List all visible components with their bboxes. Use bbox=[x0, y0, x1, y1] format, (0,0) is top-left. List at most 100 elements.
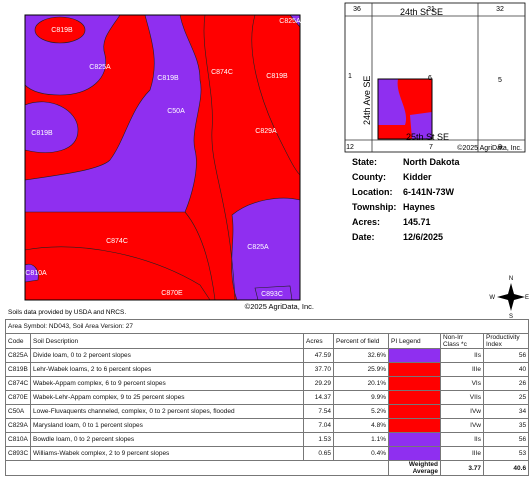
cell bbox=[5, 460, 389, 476]
cell: C870E bbox=[5, 390, 31, 405]
cell: 0.65 bbox=[303, 446, 334, 461]
map-label: C825A bbox=[89, 64, 111, 71]
cell: VIs bbox=[440, 376, 484, 391]
cell: Bowdle loam, 0 to 2 percent slopes bbox=[30, 432, 304, 447]
cell: 1.1% bbox=[333, 432, 389, 447]
map-label: C893C bbox=[261, 291, 283, 298]
cell: C893C bbox=[5, 446, 31, 461]
cell: 0.4% bbox=[333, 446, 389, 461]
cell: Williams-Wabek complex, 2 to 9 percent s… bbox=[30, 446, 304, 461]
footer-value: 3.77 bbox=[440, 460, 484, 476]
cell: Wabek-Lehr-Appam complex, 9 to 25 percen… bbox=[30, 390, 304, 405]
soil-row: C819B Lehr-Wabek loams, 2 to 6 percent sl… bbox=[5, 362, 530, 377]
map-panel: C825A C819B C825A C819B C874C C819B C50A C829A C… bbox=[8, 2, 529, 318]
column-header: Code bbox=[5, 333, 31, 349]
compass-letter: W bbox=[489, 295, 495, 301]
pi-legend bbox=[388, 362, 441, 377]
cell: 53 bbox=[482, 446, 530, 461]
pi-legend bbox=[388, 446, 441, 461]
cell: Marysland loam, 0 to 1 percent slopes bbox=[30, 418, 304, 433]
map-label: C819B bbox=[157, 75, 179, 82]
soil-row: C825A Divide loam, 0 to 2 percent slopes 4… bbox=[5, 348, 530, 363]
cell: Lowe-Fluvaquents channeled, complex, 0 t… bbox=[30, 404, 304, 419]
table-header: Code Soil Description Acres Percent of fiel… bbox=[5, 333, 530, 349]
area-symbol: Area Symbol: ND043, Soil Area Version: 2… bbox=[4, 319, 530, 334]
cell: 9.9% bbox=[333, 390, 389, 405]
info-value: 6-141N-73W bbox=[403, 187, 455, 197]
section-number: 8 bbox=[498, 144, 502, 151]
map-label: C819B bbox=[51, 27, 73, 34]
section-number: 32 bbox=[496, 6, 504, 13]
soil-polygon bbox=[34, 16, 86, 44]
inset-section-lines bbox=[345, 3, 525, 152]
info-label: Township: bbox=[352, 202, 396, 212]
cell: IIIe bbox=[440, 362, 484, 377]
cell: C810A bbox=[5, 432, 31, 447]
cell: IIs bbox=[440, 348, 484, 363]
cell: 32.6% bbox=[333, 348, 389, 363]
info-value: Kidder bbox=[403, 172, 432, 182]
soil-table: Area Symbol: ND043, Soil Area Version: 2… bbox=[4, 319, 530, 476]
cell: 35 bbox=[482, 418, 530, 433]
info-label: Acres: bbox=[352, 217, 380, 227]
cell: C874C bbox=[5, 376, 31, 391]
cell: 47.59 bbox=[303, 348, 334, 363]
pi-legend bbox=[388, 432, 441, 447]
road-label: 24th St SE bbox=[400, 7, 443, 17]
column-header: Non-Irr Class *c bbox=[440, 333, 484, 349]
cell: 29.29 bbox=[303, 376, 334, 391]
inset-thumbnail-purple bbox=[378, 79, 432, 139]
section-number: 12 bbox=[346, 144, 354, 151]
map-label: C870E bbox=[161, 290, 183, 297]
column-header: Acres bbox=[303, 333, 334, 349]
map-copyright: ©2025 AgriData, Inc. bbox=[245, 302, 314, 311]
table-area-row: Area Symbol: ND043, Soil Area Version: 2… bbox=[4, 319, 530, 334]
cell: 7.04 bbox=[303, 418, 334, 433]
pi-legend bbox=[388, 404, 441, 419]
map-label: C819B bbox=[31, 130, 53, 137]
cell: C825A bbox=[5, 348, 31, 363]
map-label: C825A bbox=[279, 18, 301, 25]
cell: IIs bbox=[440, 432, 484, 447]
inset-labels: 36 31 32 1 6 5 12 7 8 bbox=[346, 6, 504, 151]
info-value: Haynes bbox=[403, 202, 435, 212]
pi-legend bbox=[388, 348, 441, 363]
cell: 37.70 bbox=[303, 362, 334, 377]
soil-row: C810A Bowdle loam, 0 to 2 percent slopes 1… bbox=[5, 432, 530, 447]
cell: 34 bbox=[482, 404, 530, 419]
map-label: C829A bbox=[255, 128, 277, 135]
soil-polygons bbox=[24, 14, 301, 301]
cell: 56 bbox=[482, 348, 530, 363]
road-label: 25th St SE bbox=[406, 132, 449, 142]
cell: 25.9% bbox=[333, 362, 389, 377]
source-note: Soils data provided by USDA and NRCS. bbox=[8, 309, 126, 316]
column-header: Percent of field bbox=[333, 333, 389, 349]
map-label: C874C bbox=[211, 69, 233, 76]
road-label: 24th Ave SE bbox=[362, 76, 372, 125]
info-label: State: bbox=[352, 157, 377, 167]
inset-thumbnail-border bbox=[377, 78, 433, 140]
cell: 56 bbox=[482, 432, 530, 447]
cell: IIIe bbox=[440, 446, 484, 461]
cell: 5.2% bbox=[333, 404, 389, 419]
footer-label: Weighted Average bbox=[388, 460, 441, 476]
soil-row: C50A Lowe-Fluvaquents channeled, complex,… bbox=[5, 404, 530, 419]
section-number: 36 bbox=[353, 6, 361, 13]
cell: VIIs bbox=[440, 390, 484, 405]
pi-legend bbox=[388, 418, 441, 433]
cell: 4.8% bbox=[333, 418, 389, 433]
compass-letter: N bbox=[509, 276, 513, 282]
cell: C829A bbox=[5, 418, 31, 433]
section-number: 7 bbox=[429, 144, 433, 151]
map-labels: C825A C819B C825A C819B C874C C819B C50A C829A C… bbox=[25, 18, 301, 298]
inset-frame bbox=[344, 2, 526, 153]
cell: 26 bbox=[482, 376, 530, 391]
cell: Wabek-Appam complex, 6 to 9 percent slop… bbox=[30, 376, 304, 391]
info-value: North Dakota bbox=[403, 157, 460, 167]
cell: 40 bbox=[482, 362, 530, 377]
column-header: Soil Description bbox=[30, 333, 304, 349]
map-label: C825A bbox=[247, 244, 269, 251]
info-value: 12/6/2025 bbox=[403, 232, 443, 242]
column-header: PI Legend bbox=[388, 333, 441, 349]
